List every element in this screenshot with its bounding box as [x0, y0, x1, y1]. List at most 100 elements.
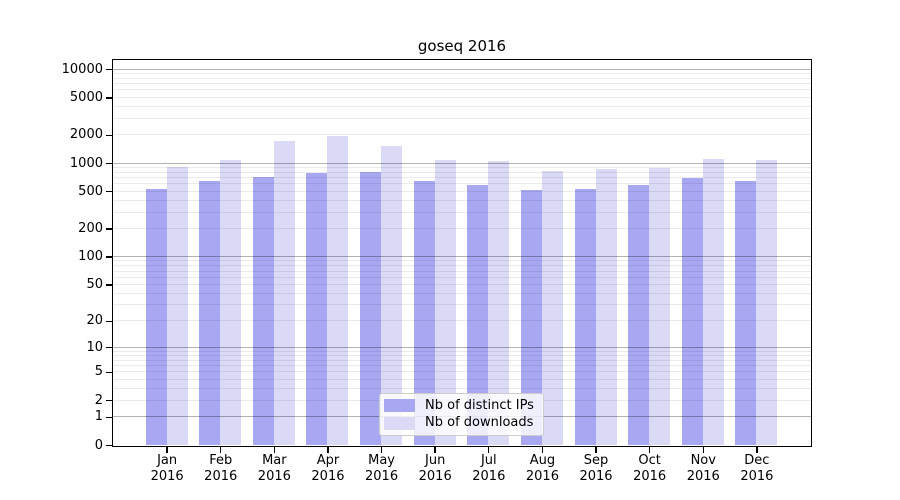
x-tick-label-sep: Sep 2016 — [579, 453, 613, 484]
y-tick-label-1: 1 — [94, 409, 103, 425]
y-tick-500 — [106, 191, 113, 193]
y-tick-1000 — [106, 162, 113, 165]
bar-distinct-ips-aug — [520, 190, 542, 445]
grid-line-major-10 — [113, 346, 811, 348]
y-tick-20 — [106, 320, 113, 322]
legend-swatch-downloads — [384, 416, 415, 430]
y-tick-label-200: 200 — [78, 221, 103, 237]
bar-downloads-jul — [488, 161, 510, 445]
legend-swatch-distinct-ips — [384, 399, 415, 413]
x-tick-nov — [702, 447, 704, 453]
grid-line-minor-2000 — [113, 134, 811, 136]
x-tick-feb — [220, 447, 222, 453]
x-tick-oct — [648, 447, 651, 453]
x-tick-label-may: May 2016 — [365, 453, 399, 484]
y-tick-200 — [106, 228, 113, 230]
grid-line-minor-7000 — [113, 83, 811, 85]
grid-line-minor-800 — [113, 171, 811, 173]
y-tick-0 — [106, 444, 113, 447]
grid-line-minor-70 — [113, 270, 811, 272]
grid-line-minor-8000 — [113, 77, 811, 79]
grid-line-minor-5000 — [113, 96, 811, 98]
y-tick-label-20: 20 — [86, 313, 103, 329]
legend: Nb of distinct IPs Nb of downloads — [379, 393, 544, 436]
grid-line-minor-4 — [113, 378, 811, 380]
chart-title: goseq 2016 — [417, 37, 507, 55]
y-tick-1 — [106, 416, 113, 418]
grid-line-minor-900 — [113, 166, 811, 168]
grid-line-minor-5 — [113, 371, 811, 373]
grid-line-minor-9000 — [113, 72, 811, 74]
grid-line-minor-30 — [113, 304, 811, 306]
bar-downloads-feb — [220, 159, 242, 445]
bar-downloads-mar — [273, 140, 295, 445]
bar-downloads-nov — [702, 158, 724, 445]
x-tick-label-mar: Mar 2016 — [257, 453, 291, 484]
bar-distinct-ips-jun — [413, 181, 435, 445]
y-tick-2000 — [106, 134, 113, 136]
bar-downloads-oct — [649, 168, 671, 445]
plot-area — [112, 59, 812, 447]
y-tick-label-1000: 1000 — [69, 155, 103, 171]
x-tick-label-jan: Jan 2016 — [150, 453, 184, 484]
grid-line-minor-6 — [113, 365, 811, 367]
y-tick-5000 — [106, 97, 113, 99]
y-tick-label-5000: 5000 — [69, 89, 103, 105]
bar-downloads-apr — [327, 135, 349, 445]
grid-line-minor-60 — [113, 276, 811, 278]
x-tick-label-dec: Dec 2016 — [740, 453, 774, 484]
grid-line-minor-500 — [113, 190, 811, 192]
grid-line-minor-6000 — [113, 89, 811, 91]
x-tick-jan — [166, 447, 168, 453]
bar-downloads-aug — [541, 170, 563, 445]
y-tick-10000 — [106, 68, 113, 71]
grid-line-minor-50 — [113, 284, 811, 286]
x-tick-mar — [273, 447, 276, 453]
bar-distinct-ips-jan — [145, 188, 167, 445]
x-tick-label-feb: Feb 2016 — [204, 453, 238, 484]
grid-line-minor-200 — [113, 228, 811, 230]
grid-line-minor-8 — [113, 354, 811, 356]
x-tick-label-apr: Apr 2016 — [311, 453, 345, 484]
grid-line-minor-80 — [113, 265, 811, 267]
bar-distinct-ips-sep — [574, 188, 596, 445]
x-tick-label-jun: Jun 2016 — [418, 453, 452, 484]
grid-line-minor-700 — [113, 177, 811, 179]
y-tick-2 — [106, 399, 113, 402]
legend-item-downloads: Nb of downloads — [384, 415, 537, 431]
x-tick-jul — [488, 447, 490, 453]
grid-line-major-10000 — [113, 68, 811, 70]
y-tick-label-2000: 2000 — [69, 127, 103, 143]
bar-distinct-ips-oct — [628, 184, 650, 445]
y-tick-5 — [106, 371, 113, 374]
grid-line-major-1000 — [113, 162, 811, 164]
bar-distinct-ips-mar — [252, 177, 274, 445]
y-tick-label-10000: 10000 — [61, 61, 103, 77]
legend-label-downloads: Nb of downloads — [425, 415, 534, 431]
x-tick-label-jul: Jul 2016 — [472, 453, 506, 484]
y-tick-label-100: 100 — [78, 249, 103, 265]
y-tick-label-10: 10 — [86, 339, 103, 355]
grid-line-minor-400 — [113, 199, 811, 201]
x-tick-label-aug: Aug 2016 — [525, 453, 559, 484]
bar-distinct-ips-may — [360, 171, 382, 445]
grid-line-minor-9 — [113, 350, 811, 352]
y-tick-label-5: 5 — [94, 364, 103, 380]
grid-line-minor-3 — [113, 387, 811, 389]
grid-line-minor-40 — [113, 292, 811, 294]
y-tick-10 — [106, 346, 113, 349]
bar-distinct-ips-jul — [467, 185, 489, 445]
grid-line-minor-20 — [113, 320, 811, 322]
y-tick-label-2: 2 — [94, 392, 103, 408]
x-tick-may — [380, 447, 383, 453]
grid-line-minor-4000 — [113, 105, 811, 107]
y-tick-label-0: 0 — [94, 437, 103, 453]
x-tick-label-oct: Oct 2016 — [633, 453, 667, 484]
grid-line-minor-90 — [113, 260, 811, 262]
y-tick-label-500: 500 — [78, 183, 103, 199]
x-tick-label-nov: Nov 2016 — [686, 453, 720, 484]
grid-line-major-100 — [113, 256, 811, 258]
x-tick-dec — [756, 447, 758, 453]
grid-line-minor-3000 — [113, 117, 811, 119]
